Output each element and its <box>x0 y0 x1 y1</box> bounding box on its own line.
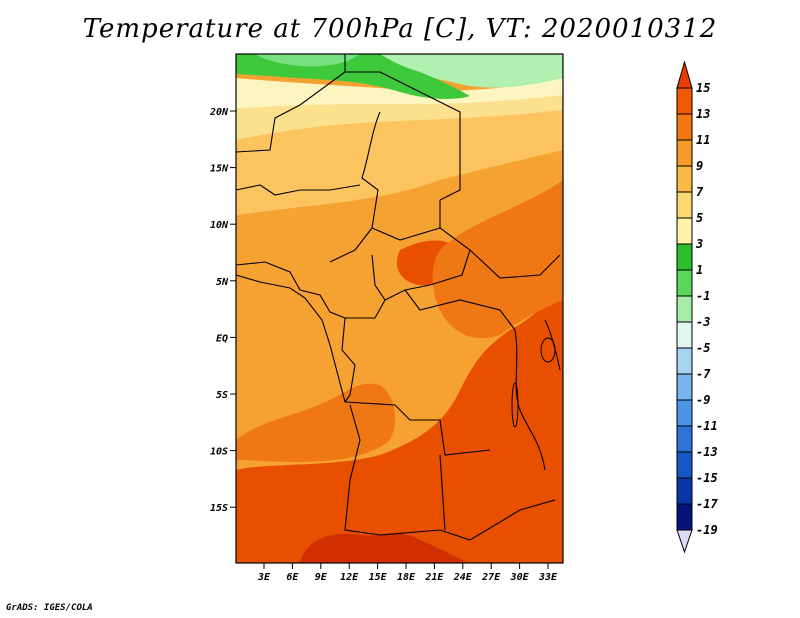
colorbar-cell <box>676 243 693 271</box>
border-niger-nigeria <box>236 184 361 196</box>
colorbar-label: 9 <box>696 159 703 173</box>
colorbar-label: 5 <box>696 211 703 225</box>
border-angola-south <box>344 404 556 541</box>
colorbar-cell <box>676 113 693 141</box>
colorbar-cell <box>676 87 693 115</box>
field-11c-west <box>236 383 396 462</box>
lon-label: 33E <box>538 572 558 583</box>
colorbar-label: 1 <box>696 263 703 277</box>
lat-label: 15N <box>210 164 229 175</box>
lon-label: 24E <box>453 572 473 583</box>
lake-tanganyika <box>511 382 519 428</box>
border-north <box>344 54 461 201</box>
colorbar-label: -11 <box>696 419 718 433</box>
colorbar-cell <box>676 191 693 219</box>
field-minus1c <box>255 54 360 67</box>
field-minus3c <box>380 54 563 88</box>
colorbar-label: 11 <box>696 133 710 147</box>
border-chad-car <box>371 227 441 241</box>
lon-label: 9E <box>315 572 328 583</box>
lon-label: 21E <box>424 572 444 583</box>
lat-label: 5S <box>216 390 228 401</box>
border-rift <box>514 329 546 471</box>
colorbar-label: -5 <box>696 341 710 355</box>
colorbar: 15 13 11 9 7 5 3 1 -1 -3 -5 -7 -9 -11 -13 -15 -17 -19 <box>676 60 718 554</box>
colorbar-label: -15 <box>696 471 718 485</box>
colorbar-cell <box>676 425 693 453</box>
lat-label: 10N <box>210 220 229 231</box>
colorbar-cell <box>676 503 693 531</box>
colorbar-label: 7 <box>696 185 704 199</box>
border-congo <box>341 317 356 403</box>
colorbar-top-arrow <box>676 60 693 89</box>
field-13c-south <box>236 290 563 563</box>
latitude-axis: 20N 15N 10N 5N EQ 5S 10S 15S <box>209 107 236 514</box>
border-northwest <box>236 71 346 153</box>
lat-label: 10S <box>210 447 228 458</box>
colorbar-label: 15 <box>696 81 710 95</box>
colorbar-label: -9 <box>696 393 710 407</box>
colorbar-cell <box>676 477 693 505</box>
temperature-field <box>236 54 563 563</box>
lat-label: EQ <box>216 333 228 344</box>
colorbar-cell <box>676 321 693 349</box>
grads-credit: GrADS: IGES/COLA <box>6 603 93 613</box>
colorbar-label: -13 <box>696 445 718 459</box>
longitude-axis: 3E 6E 9E 12E 15E 18E 21E 24E 27E 30E 33E <box>257 563 558 583</box>
border-cameroon <box>236 261 386 319</box>
colorbar-cell <box>676 399 693 427</box>
colorbar-bottom-arrow <box>676 529 693 554</box>
field-15c-south <box>300 533 470 563</box>
lon-label: 3E <box>257 572 271 583</box>
field-3c <box>236 78 563 108</box>
country-borders <box>236 54 561 541</box>
lon-label: 12E <box>340 572 359 583</box>
colorbar-cell <box>676 139 693 167</box>
lon-label: 6E <box>286 572 299 583</box>
border-angola-drc <box>344 401 491 456</box>
lat-label: 20N <box>209 107 229 118</box>
colorbar-cell <box>676 373 693 401</box>
colorbar-label: -1 <box>696 289 710 303</box>
lat-label: 15S <box>210 503 228 514</box>
map-frame <box>235 53 564 564</box>
colorbar-label: -19 <box>696 523 718 537</box>
colorbar-label: -17 <box>696 497 718 511</box>
lon-label: 27E <box>481 572 501 583</box>
colorbar-cell <box>676 217 693 245</box>
colorbar-label: 3 <box>695 237 703 251</box>
colorbar-cell <box>676 347 693 375</box>
coastline <box>236 274 346 403</box>
field-11c-east <box>432 180 563 339</box>
lon-label: 30E <box>510 572 530 583</box>
border-zambia-angola <box>439 454 446 531</box>
border-sudan-south <box>439 200 561 279</box>
colorbar-cell <box>676 295 693 323</box>
map-title: Temperature at 700hPa [C], VT: 202001031… <box>82 14 718 44</box>
colorbar-label: -3 <box>696 315 710 329</box>
colorbar-cell <box>676 269 693 297</box>
colorbar-cell <box>676 165 693 193</box>
border-chad-west <box>329 111 381 263</box>
colorbar-cell <box>676 451 693 479</box>
colorbar-label: -7 <box>696 367 711 381</box>
lake-victoria <box>540 337 556 363</box>
colorbar-label: 13 <box>696 107 710 121</box>
lon-label: 15E <box>369 572 388 583</box>
lat-label: 5N <box>216 277 229 288</box>
border-drc-north <box>404 289 516 331</box>
lon-label: 18E <box>397 572 416 583</box>
